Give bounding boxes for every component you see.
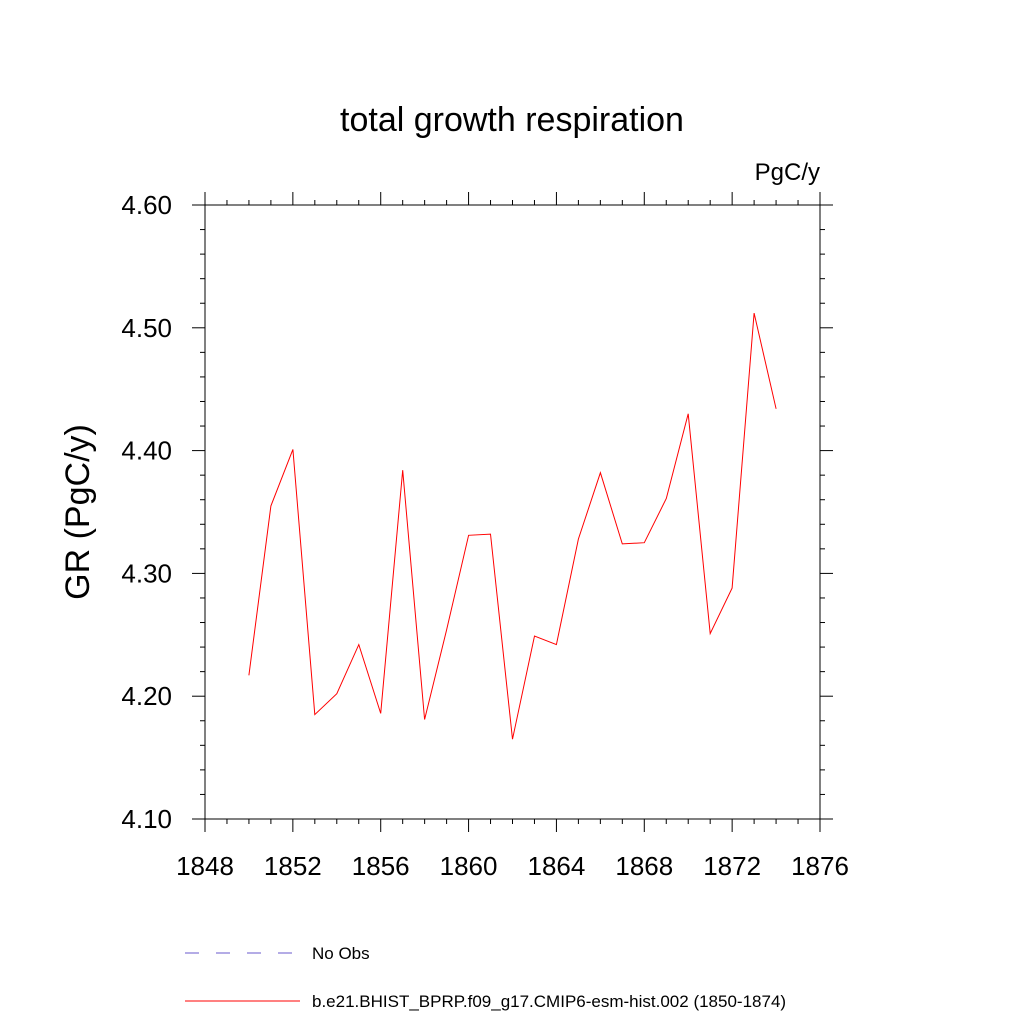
chart-title: total growth respiration xyxy=(340,101,684,139)
x-tick-label: 1868 xyxy=(615,851,673,881)
x-tick-label: 1872 xyxy=(703,851,761,881)
x-tick-label: 1864 xyxy=(528,851,586,881)
data-series xyxy=(248,312,777,740)
x-tick-label: 1856 xyxy=(352,851,410,881)
x-tick-label: 1876 xyxy=(791,851,849,881)
x-tick-label: 1848 xyxy=(176,851,234,881)
y-tick-label: 4.40 xyxy=(121,436,172,466)
series-line xyxy=(248,312,777,740)
y-tick-label: 4.10 xyxy=(121,804,172,834)
legend-label-model: b.e21.BHIST_BPRP.f09_g17.CMIP6-esm-hist.… xyxy=(312,992,786,1011)
x-tick-label: 1852 xyxy=(264,851,322,881)
y-tick-label: 4.60 xyxy=(121,190,172,220)
y-tick-label: 4.30 xyxy=(121,558,172,588)
y-tick-label: 4.50 xyxy=(121,313,172,343)
legend-label-no-obs: No Obs xyxy=(312,944,370,963)
plot-axes xyxy=(204,204,821,820)
plot-frame xyxy=(204,204,821,820)
legend: No Obs b.e21.BHIST_BPRP.f09_g17.CMIP6-es… xyxy=(185,944,786,1011)
x-tick-label: 1860 xyxy=(440,851,498,881)
y-axis-ticks: 4.10 4.20 4.30 4.40 4.50 4.60 xyxy=(121,190,833,834)
y-tick-label: 4.20 xyxy=(121,681,172,711)
units-label: PgC/y xyxy=(755,159,820,186)
y-axis-label: GR (PgC/y) xyxy=(59,424,97,600)
x-axis-ticks: 1848 1852 1856 1860 1864 1868 1872 1876 xyxy=(176,192,849,881)
